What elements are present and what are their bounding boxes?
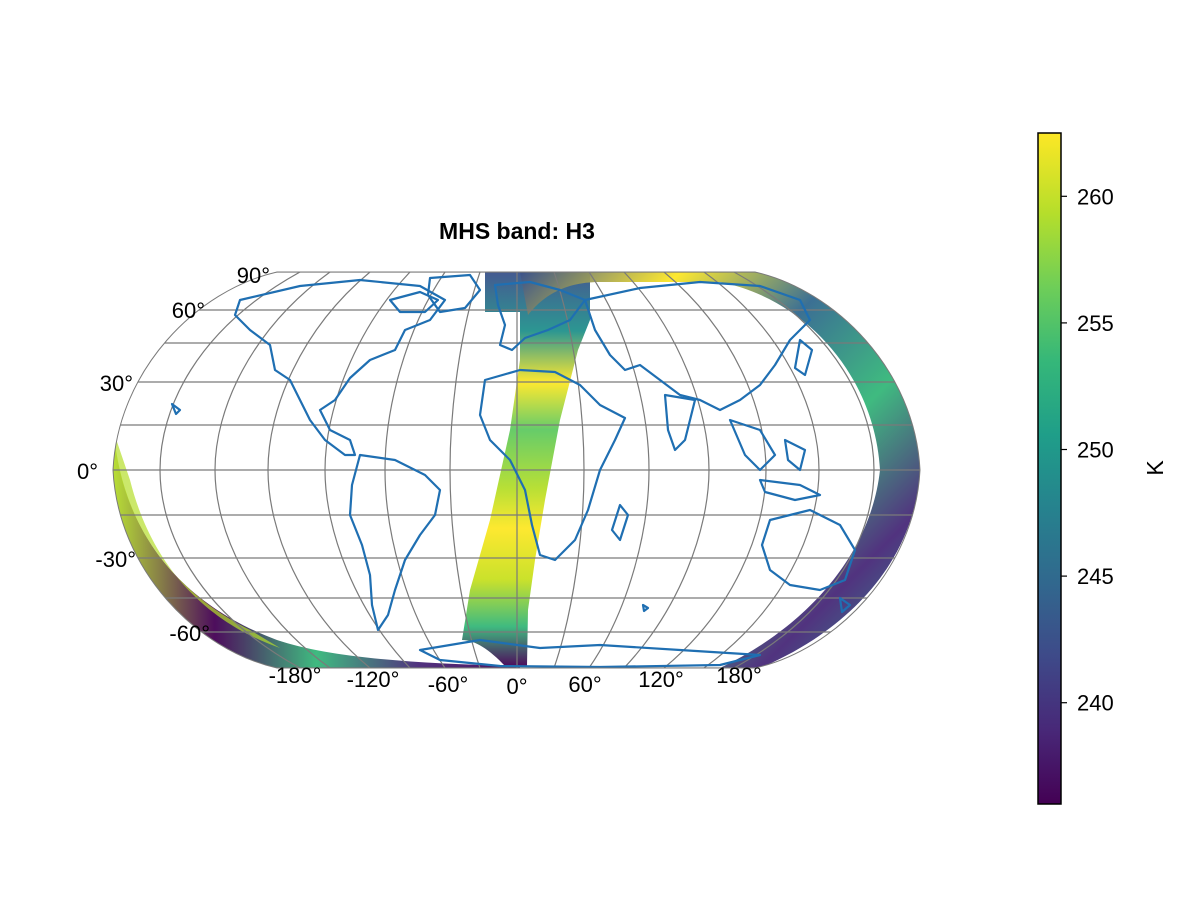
colorbar-tick-label: 240 [1077, 691, 1114, 716]
lon-label-neg180: -180° [269, 663, 322, 688]
chart-title: MHS band: H3 [439, 218, 595, 244]
lon-label-120: 120° [638, 667, 684, 692]
coastlines [170, 273, 857, 668]
lon-label-neg120: -120° [347, 667, 400, 692]
colorbar: 240 245 250 255 260 K [1037, 132, 1168, 805]
lat-label-30: 30° [100, 371, 133, 396]
lat-label-90: 90° [237, 263, 270, 288]
swath-africa-europe [462, 272, 590, 666]
lat-label-0: 0° [77, 459, 98, 484]
colorbar-tick-label: 260 [1077, 184, 1114, 209]
map-panel: 90° 60° 30° 0° -30° -60° -180° -120° -60… [77, 263, 921, 699]
longitude-labels: -180° -120° -60° 0° 60° 120° 180° [269, 663, 762, 699]
lon-label-180: 180° [716, 663, 762, 688]
colorbar-label: K [1142, 460, 1168, 476]
lat-label-neg30: -30° [95, 547, 136, 572]
colorbar-gradient [1037, 132, 1062, 805]
colorbar-ticks: 240 245 250 255 260 [1061, 184, 1114, 716]
latitude-labels: 90° 60° 30° 0° -30° -60° [77, 263, 270, 646]
colorbar-tick-label: 245 [1077, 564, 1114, 589]
lat-label-neg60: -60° [169, 621, 210, 646]
lon-label-0: 0° [506, 674, 527, 699]
globe-outline [112, 271, 921, 669]
graticule-meridians [159, 272, 875, 668]
colorbar-tick-label: 250 [1077, 438, 1114, 463]
lon-label-neg60: -60° [428, 672, 469, 697]
colorbar-tick-label: 255 [1077, 311, 1114, 336]
lat-label-60: 60° [172, 298, 205, 323]
lon-label-60: 60° [568, 672, 601, 697]
